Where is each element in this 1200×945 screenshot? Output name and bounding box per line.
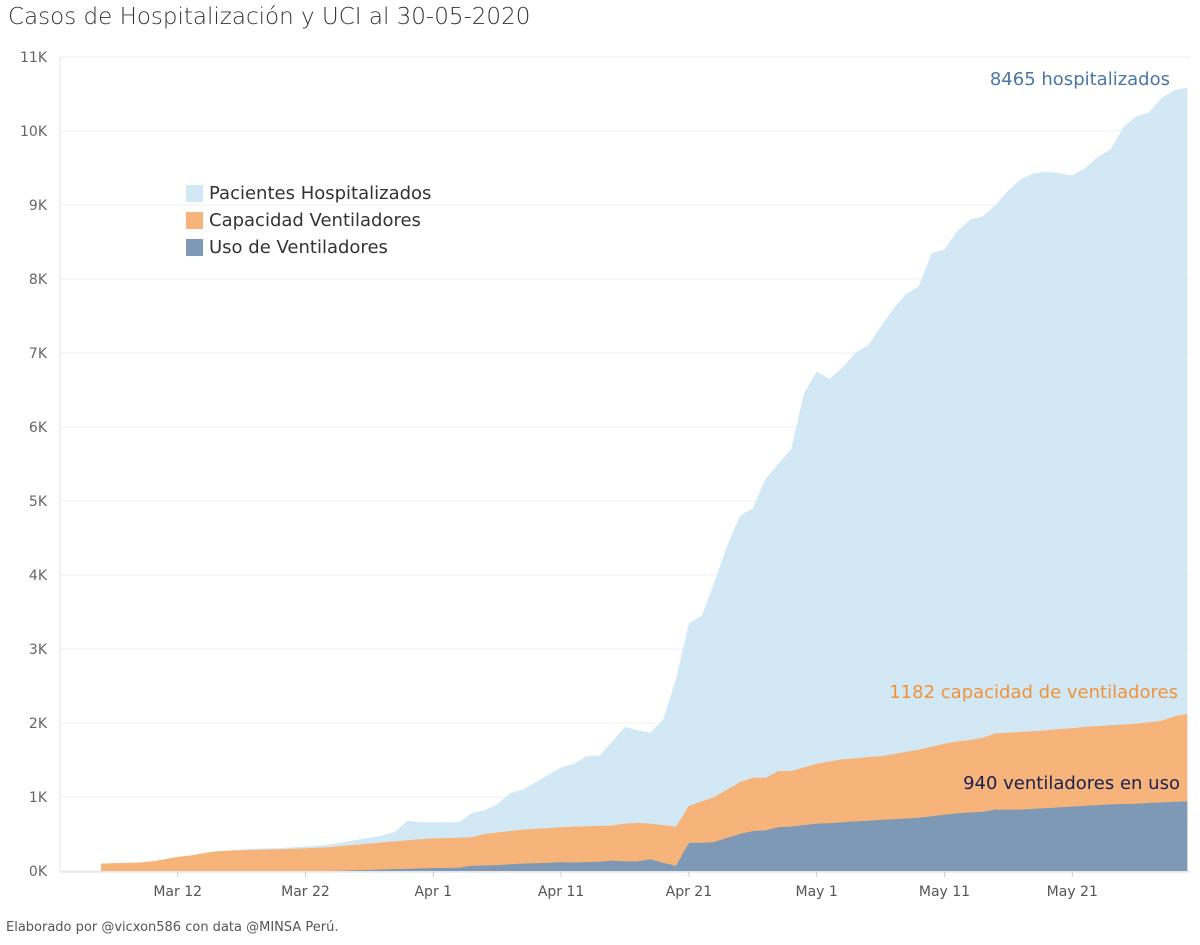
x-tick-label: Apr 11 (538, 884, 584, 900)
legend-item-capacidad[interactable]: Capacidad Ventiladores (186, 207, 431, 234)
legend-label: Capacidad Ventiladores (209, 210, 421, 231)
y-tick-label: 2K (29, 716, 48, 732)
x-tick-label: May 21 (1047, 884, 1098, 900)
chart-title: Casos de Hospitalización y UCI al 30-05-… (8, 4, 531, 30)
area-pacientes-hospitalizados (101, 87, 1188, 872)
legend-swatch (186, 185, 203, 202)
y-tick-label: 9K (29, 198, 48, 214)
y-tick-label: 7K (29, 346, 48, 362)
legend: Pacientes Hospitalizados Capacidad Venti… (186, 180, 431, 261)
y-tick-label: 5K (29, 494, 48, 510)
x-tick-label: May 11 (919, 884, 970, 900)
footer-credit: Elaborado por @vicxon586 con data @MINSA… (6, 920, 339, 935)
legend-swatch (186, 239, 203, 256)
legend-label: Uso de Ventiladores (209, 237, 388, 258)
x-tick-label: Mar 22 (281, 884, 330, 900)
legend-item-hospitalizados[interactable]: Pacientes Hospitalizados (186, 180, 431, 207)
annotation-capacidad: 1182 capacidad de ventiladores (889, 682, 1178, 703)
y-tick-label: 4K (29, 568, 48, 584)
y-tick-label: 11K (20, 50, 48, 66)
legend-item-uso[interactable]: Uso de Ventiladores (186, 234, 431, 261)
annotation-hospitalizados: 8465 hospitalizados (989, 69, 1170, 90)
y-tick-label: 0K (29, 864, 48, 880)
y-tick-label: 3K (29, 642, 48, 658)
legend-label: Pacientes Hospitalizados (209, 183, 432, 204)
x-tick-label: May 1 (796, 884, 838, 900)
x-tick-label: Mar 12 (153, 884, 202, 900)
area-uso-de-ventiladores (101, 801, 1188, 871)
x-tick-label: Apr 21 (666, 884, 712, 900)
legend-swatch (186, 212, 203, 229)
y-tick-label: 1K (29, 790, 48, 806)
x-tick-label: Apr 1 (414, 884, 452, 900)
annotation-uso: 940 ventiladores en uso (963, 773, 1180, 794)
y-tick-label: 6K (29, 420, 48, 436)
y-tick-label: 10K (20, 124, 48, 140)
y-tick-label: 8K (29, 272, 48, 288)
